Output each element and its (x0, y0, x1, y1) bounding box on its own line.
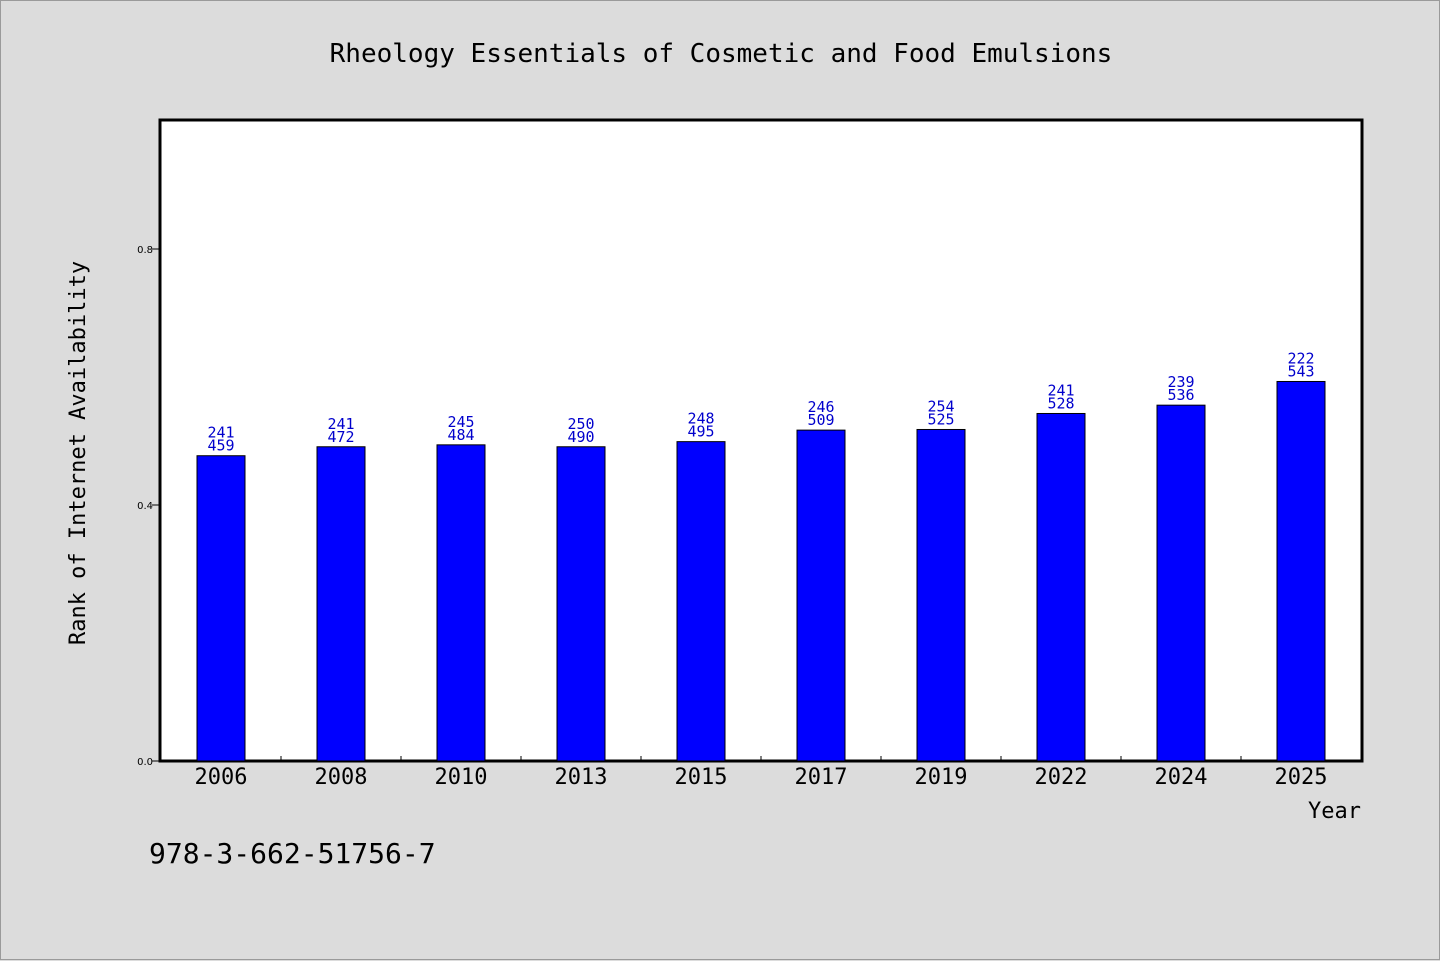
data-label-2017-1: 246 (807, 398, 834, 416)
data-label-2008-1: 241 (327, 415, 354, 433)
chart-title: Rheology Essentials of Cosmetic and Food… (330, 39, 1113, 69)
bar-2017 (796, 429, 846, 762)
data-label-2024-2: 536 (1167, 386, 1194, 404)
bar-2013 (556, 446, 606, 762)
data-label-2024-1: 239 (1167, 373, 1194, 391)
x-axis-label: Year (1308, 799, 1361, 824)
bar-2024 (1156, 404, 1206, 762)
x-tick-label-2019: 2019 (915, 765, 968, 790)
bar-2008 (316, 446, 366, 762)
x-tick-label-2024: 2024 (1155, 765, 1208, 790)
data-label-2015-2: 495 (687, 423, 714, 441)
data-label-2008-2: 472 (327, 428, 354, 446)
data-label-2010-2: 484 (447, 426, 474, 444)
bar-series (196, 380, 1326, 762)
data-label-2022-1: 241 (1047, 381, 1074, 399)
isbn-footnote: 978-3-662-51756-7 (149, 837, 436, 870)
x-axis: 2006 2008 2010 2013 2015 2017 2019 2022 2024 2025 (195, 756, 1328, 790)
bar-2010 (436, 444, 486, 762)
data-label-2010-1: 245 (447, 413, 474, 431)
y-tick-label-0.8: 0.8 (137, 245, 153, 256)
y-tick-label-0.0: 0.0 (137, 757, 153, 768)
data-label-2025-1: 222 (1287, 349, 1314, 367)
x-tick-label-2013: 2013 (555, 765, 608, 790)
data-label-2013-1: 250 (567, 415, 594, 433)
y-axis: 0.0 0.4 0.8 (137, 245, 160, 768)
data-label-2019-1: 254 (927, 397, 954, 415)
x-tick-label-2022: 2022 (1035, 765, 1088, 790)
data-label-2006-1: 241 (207, 424, 234, 442)
data-label-2025-2: 543 (1287, 362, 1314, 380)
data-label-2006-2: 459 (207, 437, 234, 455)
data-label-2022-2: 528 (1047, 394, 1074, 412)
bar-2006 (196, 455, 246, 762)
x-tick-label-2017: 2017 (795, 765, 848, 790)
bar-2025 (1276, 380, 1326, 762)
x-tick-label-2008: 2008 (315, 765, 368, 790)
bar-2019 (916, 428, 966, 762)
data-label-2017-2: 509 (807, 411, 834, 429)
x-tick-label-2015: 2015 (675, 765, 728, 790)
data-labels: 2414592414722454842504902484952465092545… (207, 349, 1314, 454)
x-tick-label-2025: 2025 (1275, 765, 1328, 790)
data-label-2019-2: 525 (927, 410, 954, 428)
x-tick-label-2006: 2006 (195, 765, 248, 790)
bar-2015 (676, 441, 726, 762)
y-tick-label-0.4: 0.4 (137, 501, 153, 512)
data-label-2013-2: 490 (567, 428, 594, 446)
y-axis-label: Rank of Internet Availability (66, 261, 91, 645)
data-label-2015-1: 248 (687, 410, 714, 428)
x-tick-label-2010: 2010 (435, 765, 488, 790)
bar-2022 (1036, 412, 1086, 762)
